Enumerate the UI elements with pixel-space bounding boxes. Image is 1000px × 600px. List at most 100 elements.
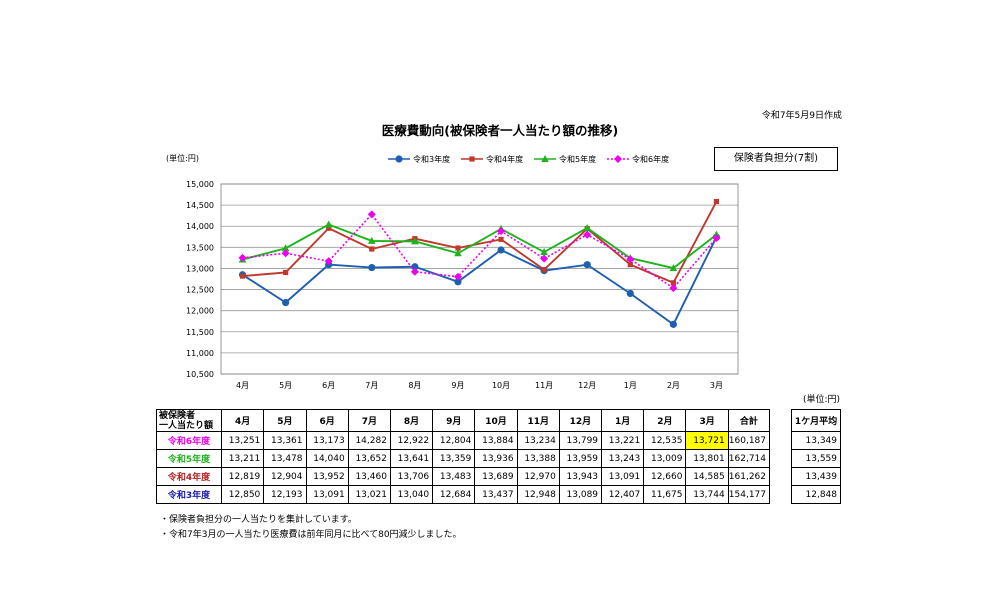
- month-header: 1月: [601, 409, 645, 432]
- row-label: 令和5年度: [155, 449, 223, 468]
- data-point: [324, 220, 333, 228]
- legend-label: 令和6年度: [632, 154, 669, 164]
- data-point: [627, 262, 633, 268]
- table-cell: 13,173: [305, 431, 349, 450]
- x-tick-label: 5月: [279, 381, 292, 390]
- data-point: [540, 254, 549, 263]
- table-cell: 13,388: [516, 449, 560, 468]
- chart-unit-label: (単位:円): [166, 154, 199, 163]
- row-label: 令和3年度: [155, 485, 223, 504]
- table-cell: 12,407: [601, 485, 645, 504]
- table-cell: 13,040: [389, 485, 434, 504]
- table-cell: 12,193: [263, 485, 307, 504]
- data-point: [410, 267, 419, 276]
- table-cell: 13,009: [643, 449, 687, 468]
- highlighted-cell: 13,721: [685, 431, 729, 450]
- table-cell: 13,091: [305, 485, 349, 504]
- table-cell: 13,243: [601, 449, 645, 468]
- x-tick-label: 9月: [451, 381, 464, 390]
- table-cell: 13,211: [221, 449, 265, 468]
- table-cell: 13,652: [347, 449, 391, 468]
- chart-title: 医療費動向(被保険者一人当たり額の推移): [381, 123, 619, 138]
- table-cell: 13,359: [432, 449, 476, 468]
- table-cell: 13,952: [305, 467, 349, 486]
- y-tick-label: 13,000: [186, 264, 214, 273]
- y-tick-label: 12,500: [186, 286, 214, 295]
- month-header: 6月: [305, 409, 349, 432]
- x-tick-label: 1月: [624, 381, 637, 390]
- x-tick-label: 2月: [667, 381, 680, 390]
- table-cell: 12,970: [516, 467, 560, 486]
- plot-area: [220, 183, 739, 375]
- line-chart: 10,500 11,000 11,500 12,000 12,500 13,000 13,5…: [186, 154, 739, 390]
- table-cell: 13,706: [389, 467, 434, 486]
- month-header: 4月: [221, 409, 265, 432]
- x-tick-label: 8月: [408, 381, 421, 390]
- table-row: 13,559: [791, 449, 841, 468]
- table-cell: 12,804: [432, 431, 476, 450]
- month-header: 8月: [389, 409, 434, 432]
- y-tick-label: 14,500: [186, 201, 214, 210]
- table-cell: 13,641: [389, 449, 434, 468]
- table-cell: 12,684: [432, 485, 476, 504]
- total-cell: 161,262: [727, 467, 771, 486]
- table-cell: 13,091: [601, 467, 645, 486]
- corner-line-2: 一人当たり額: [159, 420, 214, 431]
- data-point: [453, 272, 462, 281]
- data-point: [238, 253, 247, 262]
- table-cell: 13,221: [601, 431, 645, 450]
- legend-marker: [541, 155, 549, 162]
- legend-marker: [614, 155, 622, 163]
- y-tick-label: 10,500: [186, 370, 214, 379]
- table-cell: 14,585: [685, 467, 729, 486]
- data-point: [281, 244, 290, 252]
- table-cell: 11,675: [643, 485, 687, 504]
- legend-label: 令和5年度: [559, 154, 596, 164]
- table-cell: 13,021: [347, 485, 391, 504]
- data-point: [583, 261, 591, 269]
- table-cell: 13,234: [516, 431, 560, 450]
- table-unit-label: (単位:円): [802, 395, 840, 405]
- total-cell: 162,714: [727, 449, 771, 468]
- table-cell: 14,282: [347, 431, 391, 450]
- data-point: [324, 257, 333, 266]
- x-tick-label: 6月: [322, 381, 335, 390]
- month-header: 5月: [263, 409, 307, 432]
- table-row: 令和5年度 13,211 13,478 14,040 13,652 13,641…: [155, 449, 771, 468]
- x-tick-label: 7月: [365, 381, 378, 390]
- table-row: 令和4年度 12,819 12,904 13,952 13,460 13,706…: [155, 467, 771, 486]
- average-cell: 13,559: [791, 449, 841, 468]
- average-cell: 12,848: [791, 485, 841, 504]
- table-cell: 13,478: [263, 449, 307, 468]
- corner-line-1: 被保険者: [159, 410, 196, 421]
- average-header: 1ケ月平均: [791, 409, 841, 432]
- created-date: 令和7年5月9日作成: [761, 111, 842, 121]
- average-table: 1ケ月平均 13,349 13,559 13,439 12,848: [791, 409, 841, 504]
- data-point: [411, 263, 419, 271]
- data-table: 被保険者 一人当たり額 4月 5月 6月 7月 8月 9月 10月 11月 12…: [155, 409, 771, 504]
- data-point: [712, 234, 721, 243]
- y-tick-label: 14,000: [186, 222, 214, 231]
- data-point: [283, 269, 289, 276]
- notes: ・保険者負担分の一人当たりを集計しています。 ・令和7年3月の一人当たり医療費は…: [160, 513, 462, 543]
- x-tick-label: 11月: [535, 381, 553, 390]
- y-tick-label: 12,000: [186, 307, 214, 316]
- data-point: [411, 237, 419, 245]
- series-line: [242, 213, 718, 290]
- legend-marker: [469, 156, 475, 162]
- data-point: [670, 280, 676, 286]
- data-point: [369, 246, 375, 252]
- x-tick-label: 3月: [710, 381, 723, 390]
- table-cell: 14,040: [305, 449, 349, 468]
- table-cell: 12,660: [643, 467, 687, 486]
- data-point: [281, 249, 290, 258]
- y-tick-label: 11,000: [186, 349, 214, 358]
- month-header: 3月: [685, 409, 729, 432]
- data-point: [626, 289, 634, 298]
- data-point: [497, 227, 506, 236]
- table-cell: 13,959: [558, 449, 603, 468]
- table-cell: 13,744: [685, 485, 729, 504]
- data-point: [239, 273, 246, 279]
- data-point: [669, 264, 678, 272]
- data-point: [669, 284, 678, 293]
